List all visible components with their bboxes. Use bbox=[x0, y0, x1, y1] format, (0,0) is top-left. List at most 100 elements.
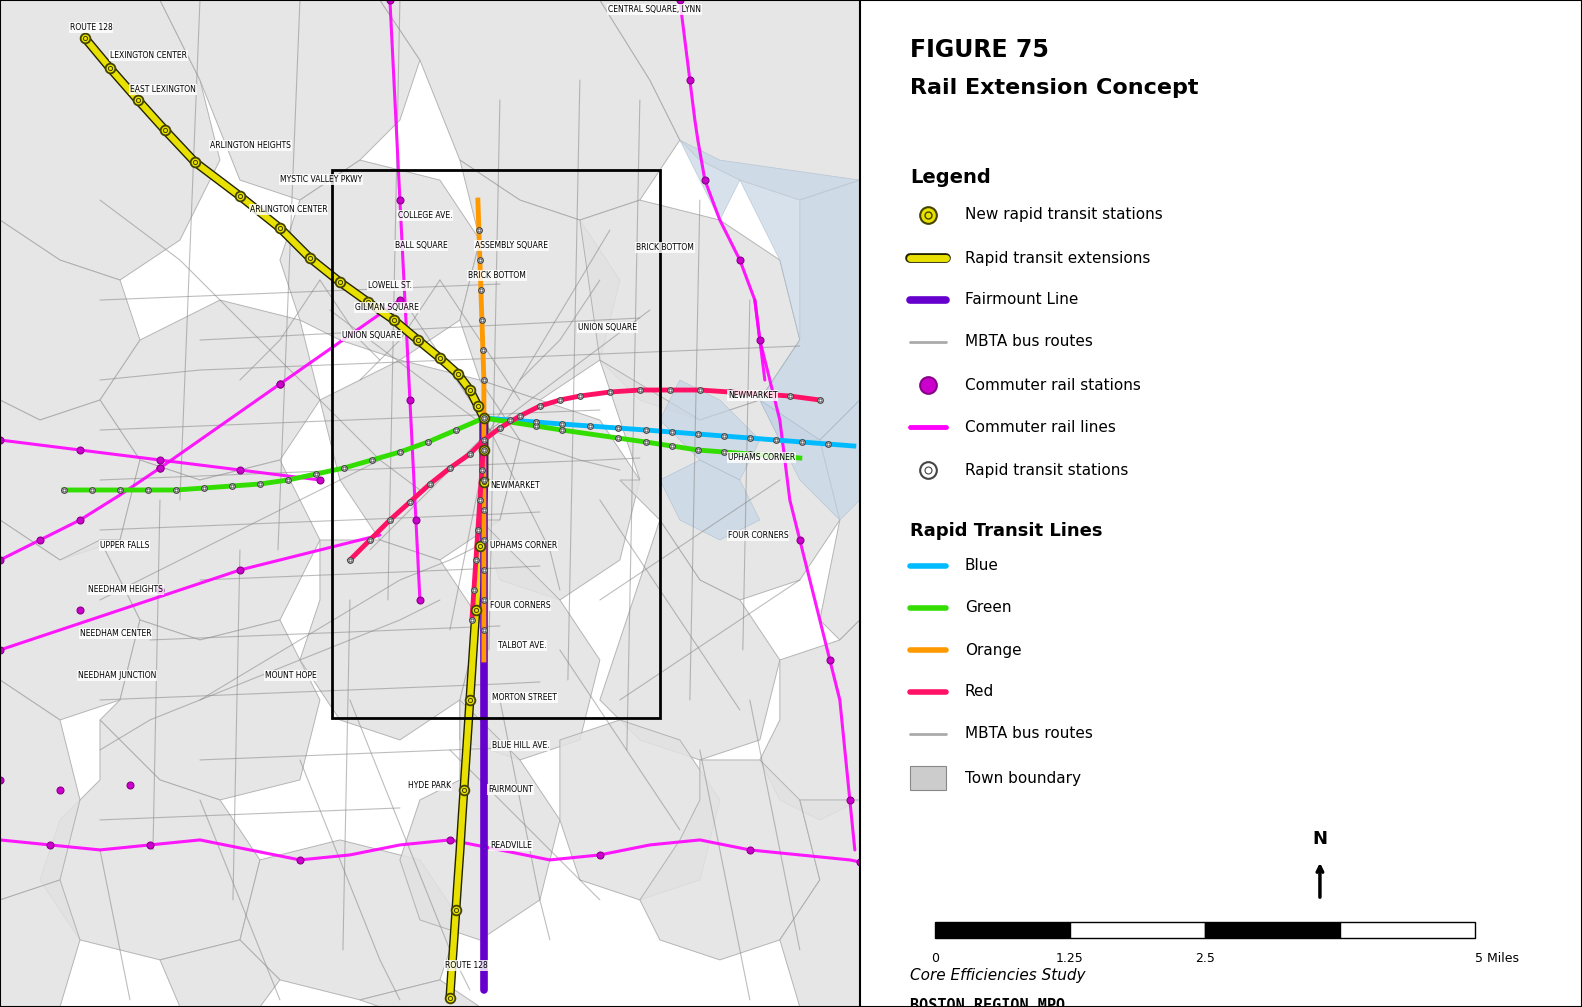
Polygon shape bbox=[560, 720, 720, 900]
Polygon shape bbox=[460, 160, 620, 400]
Polygon shape bbox=[759, 400, 861, 520]
Polygon shape bbox=[380, 0, 680, 221]
Text: 1.25: 1.25 bbox=[1057, 952, 1084, 965]
Text: NEEDHAM CENTER: NEEDHAM CENTER bbox=[81, 629, 152, 638]
Text: MOUNT HOPE: MOUNT HOPE bbox=[264, 671, 316, 680]
Text: HYDE PARK: HYDE PARK bbox=[408, 781, 451, 789]
Text: MYSTIC VALLEY PKWY: MYSTIC VALLEY PKWY bbox=[280, 175, 362, 184]
Text: NEEDHAM HEIGHTS: NEEDHAM HEIGHTS bbox=[89, 585, 163, 594]
Text: BLUE HILL AVE.: BLUE HILL AVE. bbox=[492, 741, 549, 750]
Text: READVILLE: READVILLE bbox=[490, 841, 532, 850]
Bar bbox=[1069, 922, 1205, 938]
Bar bbox=[910, 766, 946, 790]
Text: NEWMARKET: NEWMARKET bbox=[490, 481, 539, 490]
Text: Rapid Transit Lines: Rapid Transit Lines bbox=[910, 522, 1103, 540]
Polygon shape bbox=[680, 140, 861, 440]
Polygon shape bbox=[600, 0, 861, 200]
Text: MBTA bus routes: MBTA bus routes bbox=[965, 334, 1093, 349]
Text: ASSEMBLY SQUARE: ASSEMBLY SQUARE bbox=[475, 241, 547, 250]
Polygon shape bbox=[660, 380, 759, 480]
Polygon shape bbox=[759, 180, 861, 440]
Text: Fairmount Line: Fairmount Line bbox=[965, 292, 1079, 307]
Text: TALBOT AVE.: TALBOT AVE. bbox=[498, 641, 546, 650]
Polygon shape bbox=[160, 0, 419, 200]
Polygon shape bbox=[660, 460, 759, 540]
Text: FOUR CORNERS: FOUR CORNERS bbox=[490, 601, 551, 610]
Polygon shape bbox=[0, 880, 81, 1007]
Polygon shape bbox=[0, 400, 139, 560]
Polygon shape bbox=[400, 700, 560, 940]
Text: BALL SQUARE: BALL SQUARE bbox=[396, 241, 448, 250]
Text: EAST LEXINGTON: EAST LEXINGTON bbox=[130, 85, 196, 94]
Text: Rail Extension Concept: Rail Extension Concept bbox=[910, 78, 1198, 98]
Text: Commuter rail lines: Commuter rail lines bbox=[965, 420, 1115, 434]
Text: LEXINGTON CENTER: LEXINGTON CENTER bbox=[111, 51, 187, 60]
Polygon shape bbox=[40, 720, 259, 960]
Text: UNION SQUARE: UNION SQUARE bbox=[577, 323, 638, 332]
Polygon shape bbox=[361, 980, 479, 1007]
Polygon shape bbox=[100, 460, 320, 640]
Text: COLLEGE AVE.: COLLEGE AVE. bbox=[399, 211, 452, 221]
Polygon shape bbox=[280, 160, 479, 361]
Text: UPHAMS CORNER: UPHAMS CORNER bbox=[490, 541, 557, 550]
Text: BRICK BOTTOM: BRICK BOTTOM bbox=[468, 271, 525, 280]
Polygon shape bbox=[301, 540, 479, 740]
Polygon shape bbox=[780, 800, 861, 1007]
Text: MBTA bus routes: MBTA bus routes bbox=[965, 726, 1093, 741]
Text: 5 Miles: 5 Miles bbox=[1474, 952, 1519, 965]
Polygon shape bbox=[819, 400, 861, 640]
Text: Red: Red bbox=[965, 685, 993, 700]
Text: Green: Green bbox=[965, 600, 1011, 615]
Text: UPPER FALLS: UPPER FALLS bbox=[100, 541, 149, 550]
Text: Rapid transit stations: Rapid transit stations bbox=[965, 462, 1128, 477]
Text: FAIRMOUNT: FAIRMOUNT bbox=[487, 784, 533, 794]
Text: Blue: Blue bbox=[965, 559, 998, 574]
Text: LOWELL ST.: LOWELL ST. bbox=[369, 281, 411, 290]
Text: 2.5: 2.5 bbox=[1194, 952, 1215, 965]
Polygon shape bbox=[759, 620, 861, 820]
Polygon shape bbox=[479, 380, 639, 600]
Text: Town boundary: Town boundary bbox=[965, 770, 1081, 785]
Polygon shape bbox=[0, 520, 139, 720]
Text: ROUTE 128: ROUTE 128 bbox=[445, 961, 487, 970]
Polygon shape bbox=[581, 200, 800, 420]
Text: GILMAN SQUARE: GILMAN SQUARE bbox=[354, 303, 419, 312]
Bar bbox=[332, 170, 660, 718]
Text: UNION SQUARE: UNION SQUARE bbox=[342, 331, 400, 340]
Text: Orange: Orange bbox=[965, 642, 1022, 658]
Polygon shape bbox=[460, 520, 600, 760]
Text: Rapid transit extensions: Rapid transit extensions bbox=[965, 251, 1150, 266]
Text: 0: 0 bbox=[930, 952, 938, 965]
Polygon shape bbox=[100, 300, 320, 480]
Text: ARLINGTON HEIGHTS: ARLINGTON HEIGHTS bbox=[210, 141, 291, 150]
Text: NEEDHAM JUNCTION: NEEDHAM JUNCTION bbox=[78, 671, 157, 680]
Text: New rapid transit stations: New rapid transit stations bbox=[965, 207, 1163, 223]
Text: Core Efficiencies Study: Core Efficiencies Study bbox=[910, 968, 1085, 983]
Text: NEWMARKET: NEWMARKET bbox=[728, 391, 777, 400]
Polygon shape bbox=[639, 760, 819, 960]
Bar bbox=[935, 922, 1069, 938]
Text: Legend: Legend bbox=[910, 168, 990, 187]
Polygon shape bbox=[0, 0, 220, 280]
Polygon shape bbox=[600, 520, 780, 760]
Polygon shape bbox=[160, 940, 280, 1007]
Text: UPHAMS CORNER: UPHAMS CORNER bbox=[728, 453, 796, 462]
Polygon shape bbox=[320, 361, 520, 560]
Text: ROUTE 128: ROUTE 128 bbox=[70, 23, 112, 32]
Polygon shape bbox=[600, 361, 840, 600]
Text: CENTRAL SQUARE, LYNN: CENTRAL SQUARE, LYNN bbox=[607, 5, 701, 14]
Text: BRICK BOTTOM: BRICK BOTTOM bbox=[636, 243, 694, 252]
Text: FOUR CORNERS: FOUR CORNERS bbox=[728, 531, 788, 540]
Polygon shape bbox=[0, 221, 139, 420]
Bar bbox=[1340, 922, 1474, 938]
Text: N: N bbox=[1313, 830, 1327, 848]
Bar bbox=[1205, 922, 1340, 938]
Text: BOSTON REGION MPO: BOSTON REGION MPO bbox=[910, 998, 1065, 1007]
Text: FIGURE 75: FIGURE 75 bbox=[910, 38, 1049, 62]
Polygon shape bbox=[240, 840, 460, 1000]
Text: Commuter rail stations: Commuter rail stations bbox=[965, 378, 1141, 393]
Text: MORTON STREET: MORTON STREET bbox=[492, 693, 557, 702]
Polygon shape bbox=[0, 680, 81, 900]
Text: ARLINGTON CENTER: ARLINGTON CENTER bbox=[250, 205, 327, 214]
Polygon shape bbox=[100, 620, 320, 800]
